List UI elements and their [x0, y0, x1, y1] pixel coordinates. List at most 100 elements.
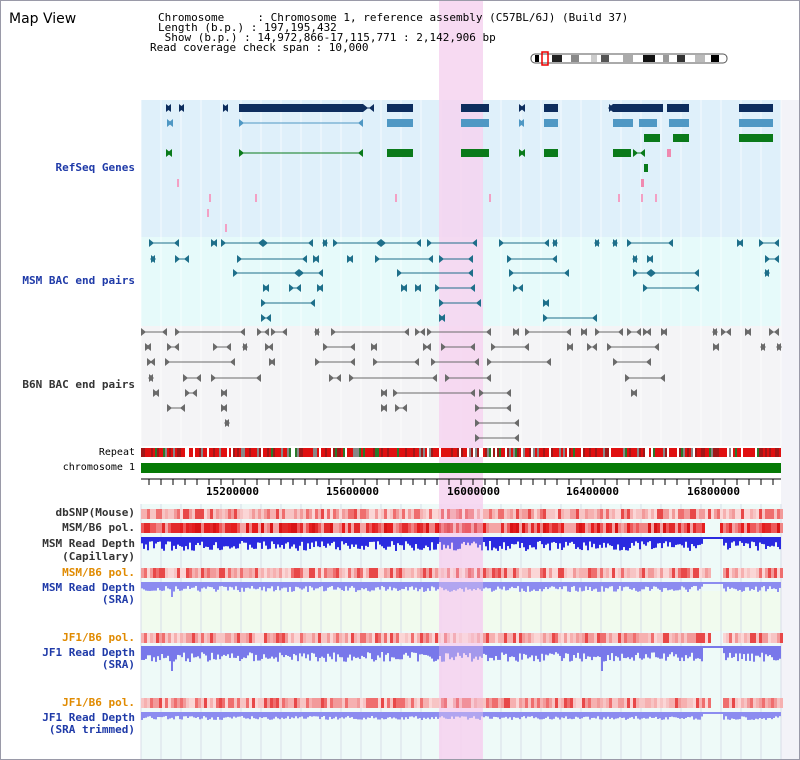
depth-bar [407, 712, 409, 719]
heat-cell [606, 633, 609, 643]
depth-bar [293, 712, 295, 719]
repeat-segment [487, 448, 489, 457]
heat-cell [639, 523, 642, 533]
repeat-segment [179, 448, 181, 457]
heat-cell [510, 698, 513, 708]
depth-bar [525, 712, 527, 719]
depth-bar [411, 537, 413, 548]
depth-bar [207, 537, 209, 548]
depth-bar [615, 537, 617, 550]
gene-exon [387, 104, 413, 112]
heat-cell [141, 698, 144, 708]
gene-exon [667, 149, 671, 157]
depth-bar [677, 712, 679, 718]
depth-bar [753, 646, 755, 662]
depth-bar [579, 712, 581, 719]
heat-cell [474, 509, 477, 519]
track-label-jf1-b6-pol[interactable]: JF1/B6 pol. [62, 631, 135, 644]
bac-end [764, 269, 769, 277]
depth-bar [637, 582, 639, 592]
repeat-segment [299, 448, 301, 457]
heat-cell [489, 509, 492, 519]
heat-cell [459, 633, 462, 643]
heat-cell [225, 568, 228, 578]
heat-cell [351, 509, 354, 519]
repeat-segment [439, 448, 441, 457]
repeat-segment [435, 448, 437, 457]
heat-cell [774, 568, 777, 578]
depth-bar [645, 537, 647, 546]
depth-bar [437, 646, 439, 660]
track-label-jf1-b6-pol-trim[interactable]: JF1/B6 pol. [62, 696, 135, 709]
heat-cell [618, 568, 621, 578]
repeat-segment [379, 448, 381, 457]
depth-bar [621, 582, 623, 591]
depth-bar [451, 646, 453, 658]
depth-bar [473, 646, 475, 659]
bac-end [738, 239, 743, 247]
heat-cell [456, 523, 459, 533]
depth-bar [185, 582, 187, 589]
heat-cell [531, 509, 534, 519]
repeat-segment [153, 448, 155, 457]
track-label-msm-b6-pol-sra[interactable]: MSM/B6 pol. [62, 566, 135, 579]
depth-bar [543, 537, 545, 549]
repeat-segment [469, 448, 471, 457]
depth-bar [385, 646, 387, 655]
depth-bar [375, 537, 377, 550]
heat-cell [708, 698, 711, 708]
depth-bar [561, 646, 563, 661]
track-label-refseq[interactable]: RefSeq Genes [55, 161, 135, 174]
depth-bar [515, 582, 517, 589]
depth-bar [751, 712, 753, 720]
track-label-msm-b6-pol[interactable]: MSM/B6 pol. [62, 521, 135, 534]
heat-cell [417, 568, 420, 578]
depth-bar [665, 537, 667, 542]
depth-bar [753, 537, 755, 543]
depth-bar [229, 537, 231, 549]
repeat-segment [779, 448, 781, 457]
heat-cell [684, 509, 687, 519]
depth-bar [507, 582, 509, 591]
depth-bar [165, 646, 167, 658]
bac-end [759, 239, 764, 247]
depth-bar [455, 646, 457, 657]
track-label-jf1-depth-trim[interactable]: JF1 Read Depth [42, 711, 135, 724]
heat-cell [528, 523, 531, 533]
depth-bar [233, 582, 235, 590]
track-label-msm-depth-capillary[interactable]: MSM Read Depth [42, 537, 135, 550]
repeat-segment [233, 448, 235, 457]
depth-bar [705, 646, 707, 648]
depth-bar [189, 537, 191, 543]
depth-bar [351, 582, 353, 587]
depth-bar [287, 582, 289, 592]
repeat-segment [703, 448, 705, 457]
repeat-segment [491, 448, 493, 457]
depth-bar [295, 582, 297, 587]
depth-bar [415, 712, 417, 717]
track-label-msm-depth-sra[interactable]: MSM Read Depth [42, 581, 135, 594]
repeat-segment [303, 448, 305, 457]
heat-cell [351, 698, 354, 708]
repeat-segment [627, 448, 629, 457]
heat-cell [372, 568, 375, 578]
depth-bar [379, 646, 381, 658]
depth-bar [729, 582, 731, 589]
heat-cell [396, 568, 399, 578]
track-label-jf1-depth-sra[interactable]: JF1 Read Depth [42, 646, 135, 659]
track-label-dbsnp[interactable]: dbSNP(Mouse) [55, 506, 135, 519]
track-label-b6n-bac[interactable]: B6N BAC end pairs [22, 378, 135, 391]
depth-bar [685, 712, 687, 718]
repeat-segment [265, 448, 267, 457]
depth-bar [615, 712, 617, 719]
repeat-segment [653, 448, 655, 457]
heat-cell [753, 698, 756, 708]
heat-cell [723, 523, 726, 533]
depth-bar [143, 537, 145, 549]
track-label-msm-bac[interactable]: MSM BAC end pairs [22, 274, 135, 287]
depth-bar [699, 537, 701, 545]
depth-bar [315, 712, 317, 717]
depth-bar [347, 537, 349, 546]
repeat-segment [563, 448, 565, 457]
depth-bar [349, 582, 351, 588]
